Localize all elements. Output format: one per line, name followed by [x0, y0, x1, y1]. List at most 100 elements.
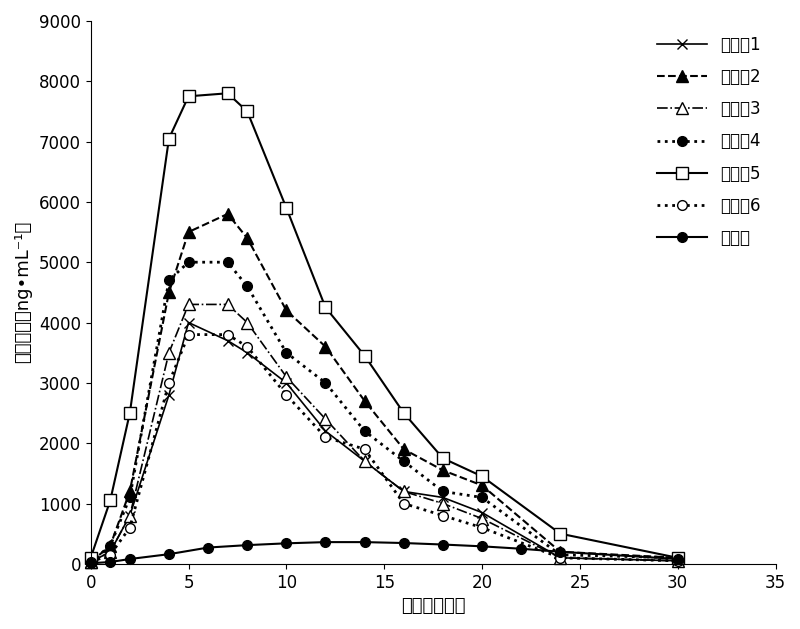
实施例4 — [86, 559, 95, 566]
实施例6 — [282, 391, 291, 399]
X-axis label: 时间（小时）: 时间（小时） — [401, 597, 466, 615]
实施例4 — [223, 259, 233, 266]
普通片 — [242, 542, 252, 549]
实施例1 — [184, 319, 194, 326]
普通片 — [673, 555, 682, 563]
实施例1 — [242, 349, 252, 357]
实施例5 — [242, 108, 252, 115]
实施例1 — [360, 457, 370, 465]
实施例2 — [282, 307, 291, 314]
实施例3 — [242, 319, 252, 326]
Line: 实施例2: 实施例2 — [85, 208, 683, 567]
实施例5 — [399, 409, 409, 417]
实施例3 — [282, 373, 291, 381]
实施例4 — [555, 551, 565, 559]
实施例4 — [164, 277, 174, 284]
实施例2 — [86, 559, 95, 566]
实施例5 — [282, 204, 291, 212]
实施例6 — [242, 343, 252, 350]
普通片 — [106, 559, 115, 566]
实施例2 — [438, 467, 448, 474]
普通片 — [203, 544, 213, 552]
实施例5 — [478, 472, 487, 480]
实施例5 — [360, 352, 370, 360]
实施例5 — [321, 304, 330, 311]
实施例1 — [438, 494, 448, 501]
实施例5 — [673, 554, 682, 562]
实施例1 — [555, 554, 565, 562]
实施例4 — [399, 457, 409, 465]
实施例2 — [106, 542, 115, 550]
实施例4 — [673, 554, 682, 562]
实施例6 — [555, 554, 565, 562]
实施例5 — [438, 455, 448, 462]
实施例4 — [438, 487, 448, 495]
实施例3 — [438, 499, 448, 507]
实施例1 — [106, 548, 115, 555]
实施例1 — [86, 559, 95, 566]
普通片 — [478, 543, 487, 550]
Line: 实施例3: 实施例3 — [85, 299, 683, 567]
实施例4 — [478, 494, 487, 501]
实施例2 — [125, 487, 134, 495]
实施例4 — [282, 349, 291, 357]
实施例1 — [164, 391, 174, 399]
实施例6 — [106, 551, 115, 559]
实施例6 — [86, 559, 95, 566]
实施例3 — [164, 349, 174, 357]
Line: 普通片: 普通片 — [86, 537, 682, 568]
实施例2 — [399, 445, 409, 453]
实施例3 — [321, 415, 330, 423]
实施例4 — [321, 379, 330, 387]
普通片 — [555, 548, 565, 555]
实施例2 — [164, 289, 174, 296]
实施例4 — [242, 282, 252, 290]
实施例1 — [223, 337, 233, 345]
实施例6 — [478, 524, 487, 532]
普通片 — [164, 550, 174, 558]
实施例6 — [321, 433, 330, 441]
实施例3 — [106, 548, 115, 555]
实施例1 — [282, 379, 291, 387]
实施例5 — [223, 89, 233, 97]
Line: 实施例1: 实施例1 — [86, 318, 682, 567]
实施例2 — [555, 548, 565, 555]
实施例1 — [125, 512, 134, 520]
实施例6 — [125, 524, 134, 532]
实施例1 — [321, 427, 330, 435]
实施例3 — [125, 512, 134, 520]
实施例6 — [438, 512, 448, 520]
实施例5 — [184, 92, 194, 100]
实施例2 — [478, 482, 487, 489]
普通片 — [86, 559, 95, 567]
实施例3 — [86, 559, 95, 566]
Legend: 实施例1, 实施例2, 实施例3, 实施例4, 实施例5, 实施例6, 普通片: 实施例1, 实施例2, 实施例3, 实施例4, 实施例5, 实施例6, 普通片 — [650, 29, 767, 253]
实施例5 — [125, 409, 134, 417]
实施例3 — [673, 557, 682, 565]
实施例3 — [555, 554, 565, 562]
Y-axis label: 血药浓度（ng•mL⁻¹）: 血药浓度（ng•mL⁻¹） — [14, 221, 32, 364]
实施例1 — [478, 509, 487, 516]
实施例1 — [399, 487, 409, 495]
实施例2 — [184, 228, 194, 236]
Line: 实施例4: 实施例4 — [86, 257, 682, 567]
实施例5 — [86, 554, 95, 562]
实施例5 — [106, 497, 115, 504]
实施例4 — [125, 494, 134, 501]
普通片 — [516, 545, 526, 552]
实施例4 — [184, 259, 194, 266]
实施例6 — [399, 499, 409, 507]
实施例3 — [184, 301, 194, 308]
实施例3 — [360, 457, 370, 465]
实施例2 — [321, 343, 330, 350]
实施例2 — [360, 397, 370, 404]
Line: 实施例6: 实施例6 — [86, 330, 682, 567]
普通片 — [282, 540, 291, 547]
Line: 实施例5: 实施例5 — [85, 87, 683, 564]
实施例6 — [184, 331, 194, 338]
实施例2 — [223, 210, 233, 218]
实施例3 — [223, 301, 233, 308]
实施例5 — [164, 135, 174, 142]
普通片 — [360, 538, 370, 546]
实施例1 — [673, 557, 682, 565]
